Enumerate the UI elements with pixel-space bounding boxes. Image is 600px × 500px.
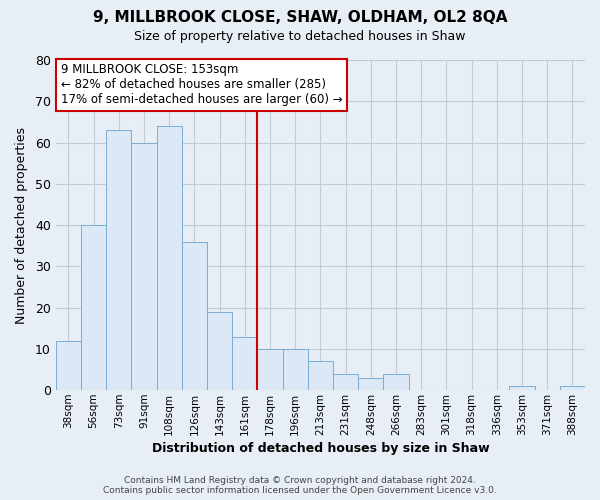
- Bar: [560, 386, 585, 390]
- Bar: [383, 374, 409, 390]
- Bar: [207, 312, 232, 390]
- Bar: [333, 374, 358, 390]
- Bar: [308, 362, 333, 390]
- Bar: [81, 225, 106, 390]
- Text: Size of property relative to detached houses in Shaw: Size of property relative to detached ho…: [134, 30, 466, 43]
- Bar: [56, 340, 81, 390]
- Bar: [358, 378, 383, 390]
- X-axis label: Distribution of detached houses by size in Shaw: Distribution of detached houses by size …: [152, 442, 489, 455]
- Bar: [131, 142, 157, 390]
- Bar: [283, 349, 308, 390]
- Bar: [509, 386, 535, 390]
- Bar: [182, 242, 207, 390]
- Bar: [232, 336, 257, 390]
- Bar: [157, 126, 182, 390]
- Bar: [257, 349, 283, 390]
- Text: 9 MILLBROOK CLOSE: 153sqm
← 82% of detached houses are smaller (285)
17% of semi: 9 MILLBROOK CLOSE: 153sqm ← 82% of detac…: [61, 64, 343, 106]
- Text: Contains HM Land Registry data © Crown copyright and database right 2024.
Contai: Contains HM Land Registry data © Crown c…: [103, 476, 497, 495]
- Y-axis label: Number of detached properties: Number of detached properties: [15, 126, 28, 324]
- Bar: [106, 130, 131, 390]
- Text: 9, MILLBROOK CLOSE, SHAW, OLDHAM, OL2 8QA: 9, MILLBROOK CLOSE, SHAW, OLDHAM, OL2 8Q…: [93, 10, 507, 25]
